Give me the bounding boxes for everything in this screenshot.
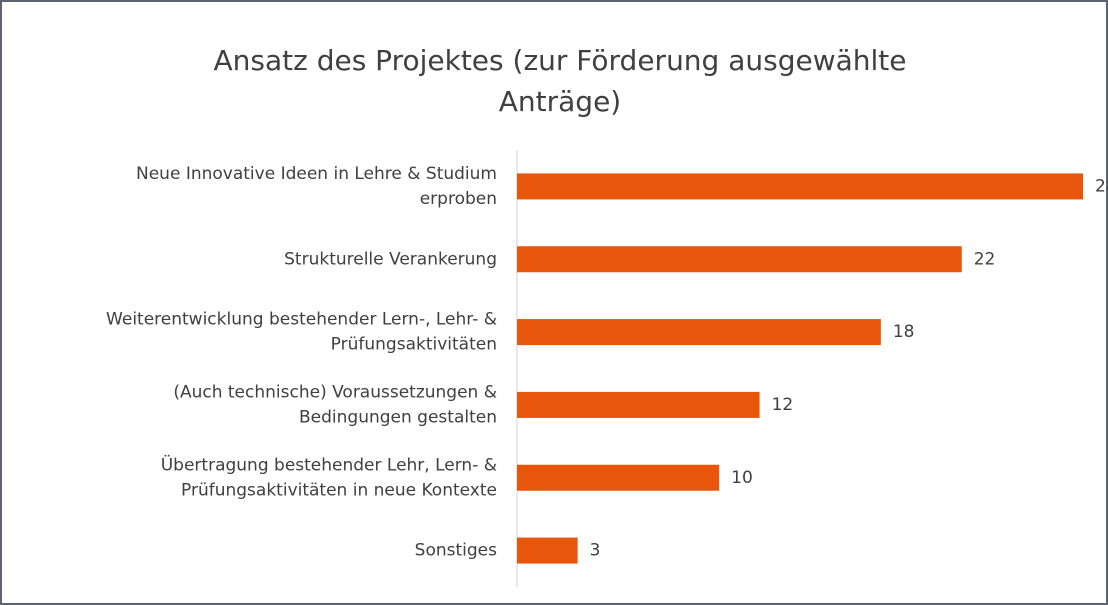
data-label: 22 [974, 249, 996, 269]
bar [517, 391, 760, 418]
bar [517, 537, 578, 564]
chart-title: Ansatz des Projektes (zur Förderung ausg… [213, 44, 906, 77]
bar [517, 319, 881, 346]
y-tick-label: Prüfungsaktivitäten in neue Kontexte [181, 480, 497, 500]
y-tick-label: Sonstiges [415, 541, 497, 561]
bar [517, 173, 1083, 200]
bar [517, 246, 962, 273]
y-tick-label: erproben [420, 189, 497, 209]
y-tick-label: Weiterentwicklung bestehender Lern-, Leh… [106, 310, 497, 330]
data-label: 10 [731, 468, 753, 488]
bar [517, 464, 720, 491]
y-tick-label: Neue Innovative Ideen in Lehre & Studium [136, 164, 497, 184]
y-tick-label: Strukturelle Verankerung [284, 249, 497, 269]
data-label: 12 [772, 395, 794, 415]
y-tick-label: (Auch technische) Voraussetzungen & [173, 382, 497, 402]
y-tick-label: Übertragung bestehender Lehr, Lern- & [161, 453, 497, 475]
data-label: 28 [1095, 176, 1108, 196]
data-label: 18 [893, 322, 915, 342]
y-tick-label: Bedingungen gestalten [299, 407, 497, 427]
chart-title: Anträge) [499, 85, 621, 118]
y-tick-label: Prüfungsaktivitäten [331, 335, 497, 355]
data-label: 3 [590, 541, 601, 561]
